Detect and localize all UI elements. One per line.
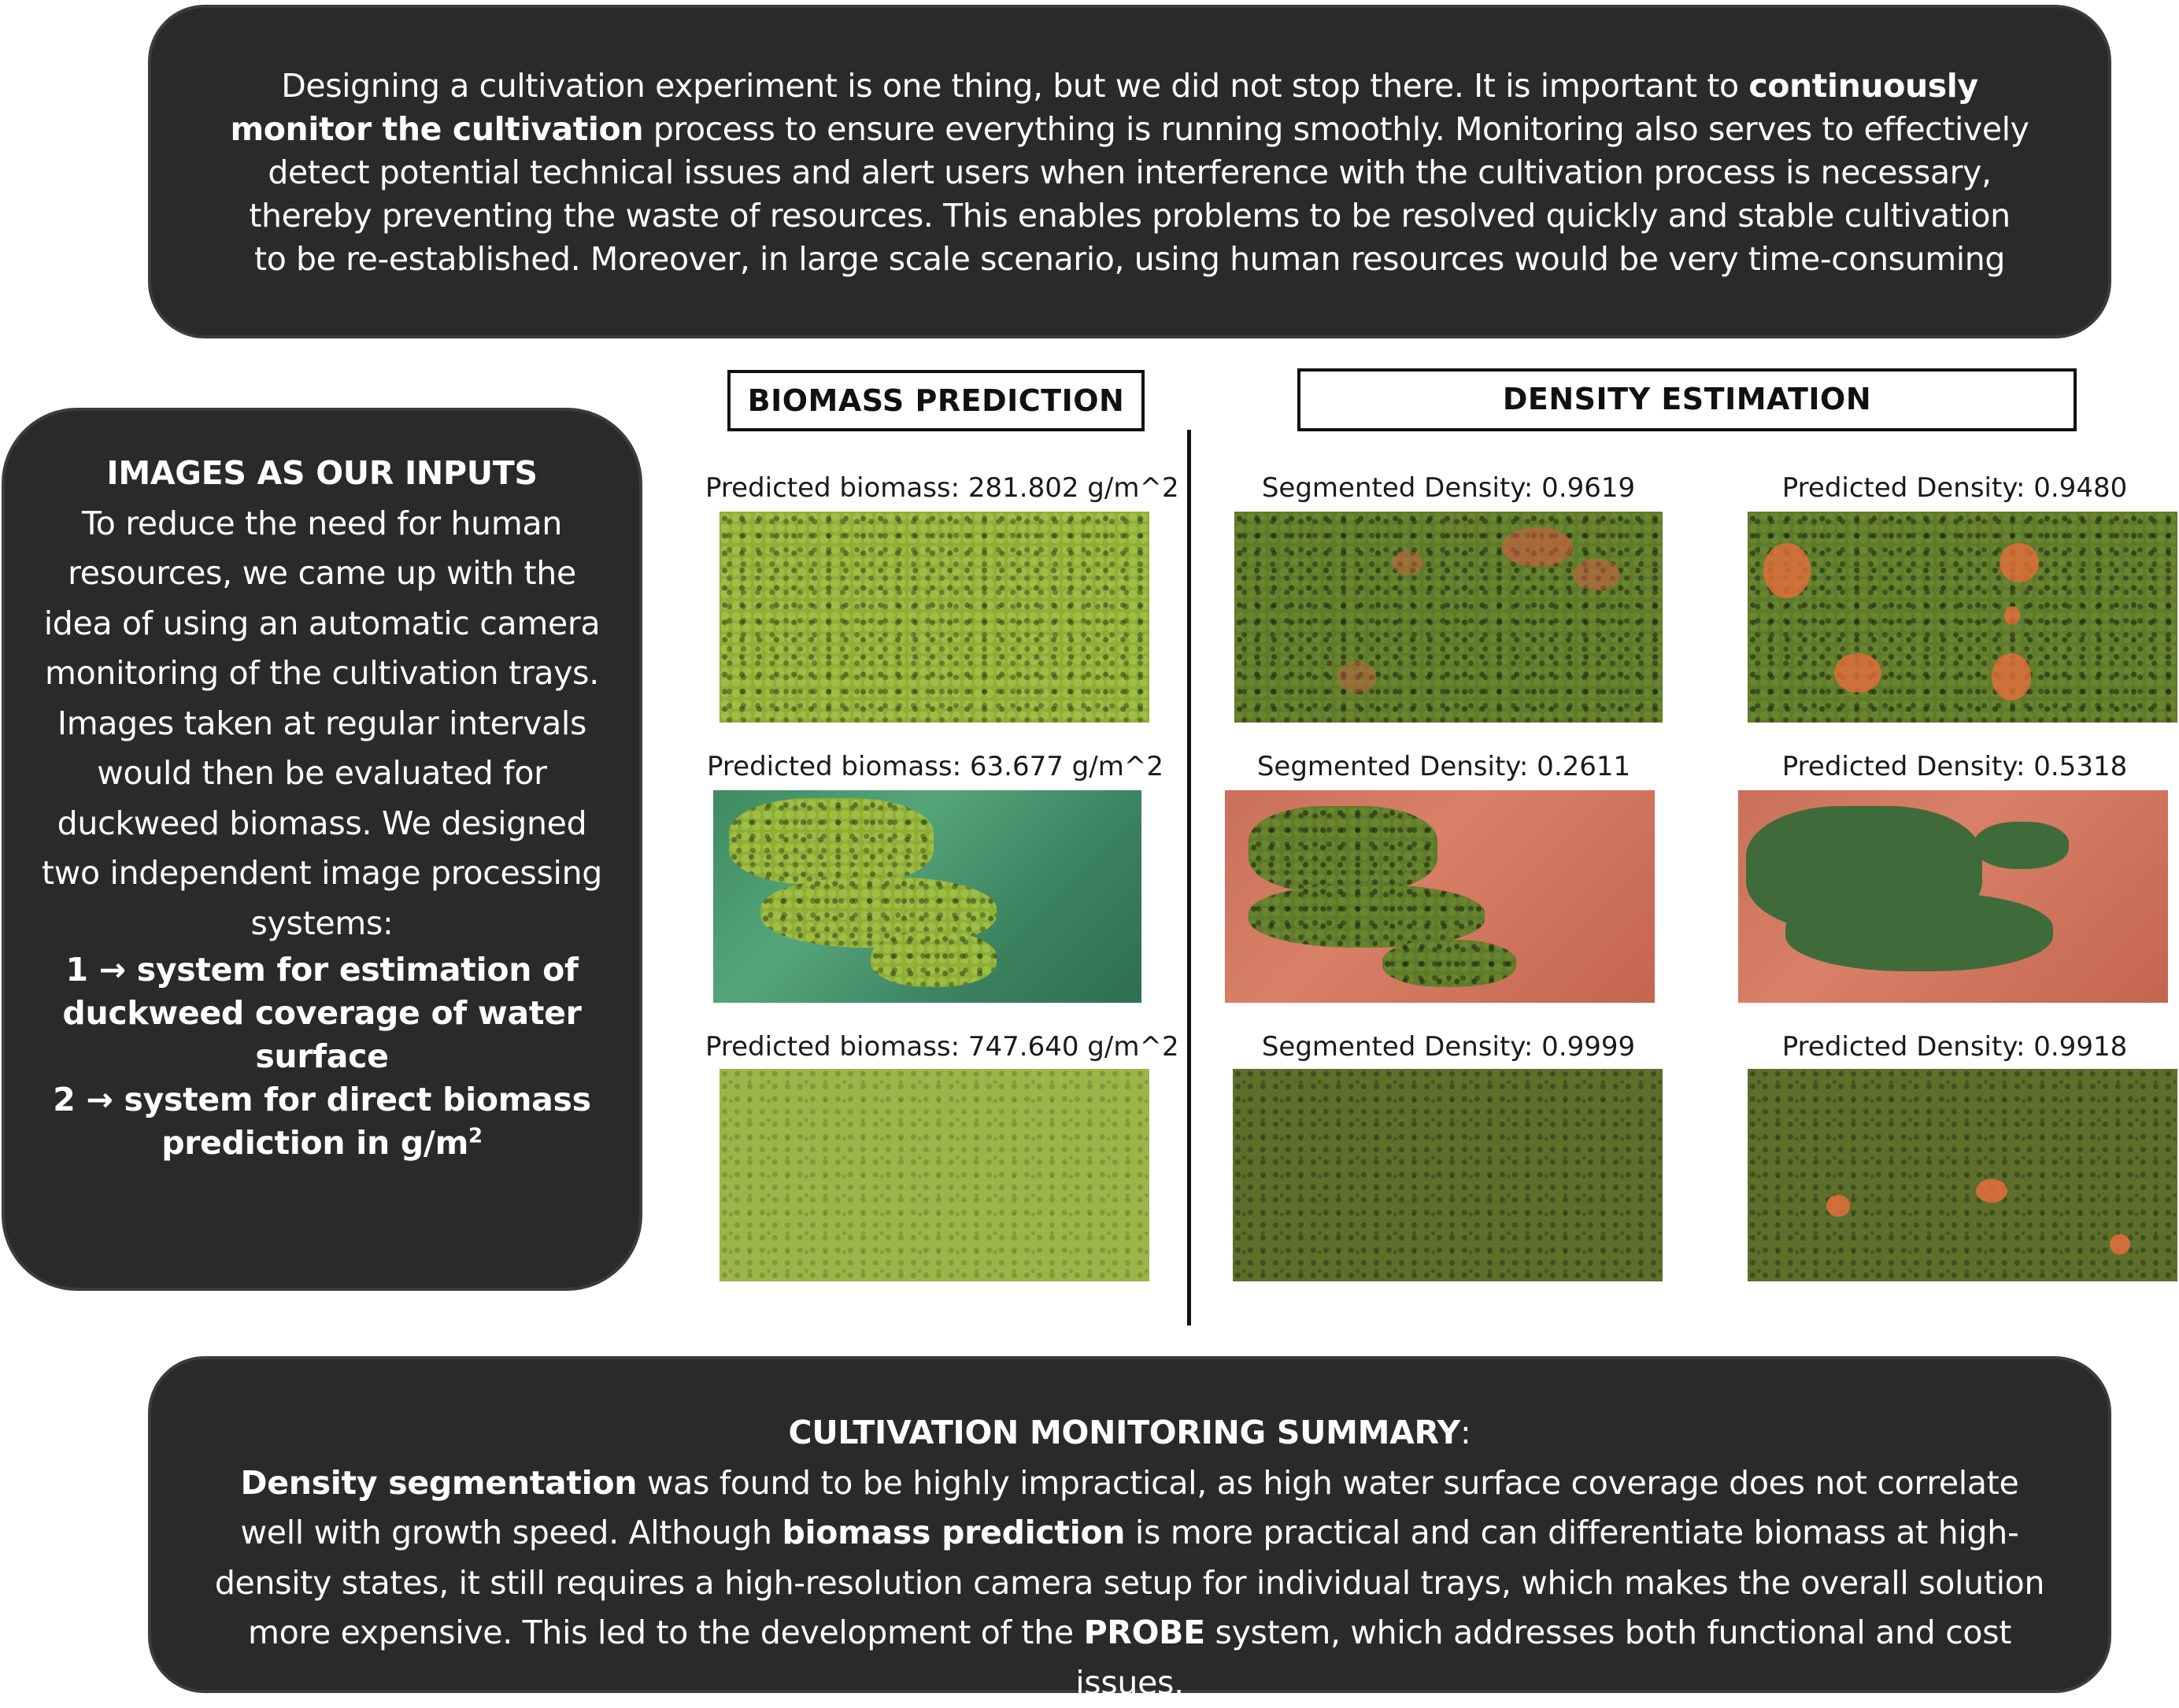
biomass-image-3	[720, 1069, 1149, 1281]
biomass-image-2	[713, 790, 1141, 1003]
density-overlay	[2004, 606, 2020, 625]
biomass-caption-2: Predicted biomass: 63.677 g/m^2	[705, 751, 1165, 782]
duckweed-patch	[871, 932, 997, 987]
predicted-caption-3: Predicted Density: 0.9918	[1770, 1031, 2140, 1063]
density-overlay	[1834, 653, 1881, 693]
duckweed-patch	[1785, 893, 2053, 971]
inputs-point-2: 2 → system for direct biomass prediction…	[36, 1078, 608, 1165]
biomass-prediction-label: BIOMASS PREDICTION	[727, 370, 1145, 431]
density-overlay	[2110, 1234, 2130, 1255]
summary-title: CULTIVATION MONITORING SUMMARY	[789, 1414, 1460, 1451]
predicted-caption-2: Predicted Density: 0.5318	[1751, 751, 2159, 782]
intro-panel: Designing a cultivation experiment is on…	[148, 5, 2111, 338]
inputs-point-1: 1 → system for estimation of duckweed co…	[36, 948, 608, 1078]
density-overlay	[1826, 1195, 1850, 1217]
inputs-point-2-sup: 2	[468, 1124, 483, 1148]
duckweed-patch	[1974, 822, 2069, 869]
predicted-image-3	[1748, 1069, 2177, 1281]
summary-title-line: CULTIVATION MONITORING SUMMARY:	[214, 1408, 2045, 1458]
summary-body: Density segmentation was found to be hig…	[214, 1458, 2045, 1708]
predicted-caption-1: Predicted Density: 0.9480	[1770, 472, 2140, 504]
biomass-image-1	[720, 512, 1149, 723]
segmented-image-1	[1234, 512, 1663, 723]
segment-overlay	[1392, 551, 1423, 575]
duckweed-patch	[729, 798, 934, 885]
summary-text-3: system, which addresses both functional …	[1075, 1614, 2011, 1702]
segment-overlay	[1337, 661, 1376, 693]
segmented-image-3	[1233, 1069, 1663, 1281]
summary-bold-probe: PROBE	[1084, 1614, 1205, 1651]
summary-bold-density: Density segmentation	[241, 1464, 638, 1502]
segmented-caption-2: Segmented Density: 0.2611	[1225, 751, 1663, 782]
intro-text-1: Designing a cultivation experiment is on…	[281, 67, 1748, 105]
segmented-image-2	[1225, 790, 1655, 1003]
summary-bold-biomass: biomass prediction	[782, 1514, 1125, 1551]
density-estimation-label: DENSITY ESTIMATION	[1297, 368, 2077, 431]
density-overlay	[2000, 543, 2039, 582]
segmented-caption-1: Segmented Density: 0.9619	[1234, 472, 1663, 504]
biomass-caption-3: Predicted biomass: 747.640 g/m^2	[705, 1031, 1165, 1063]
segmented-caption-3: Segmented Density: 0.9999	[1234, 1031, 1663, 1063]
predicted-image-2	[1738, 790, 2168, 1003]
duckweed-patch	[1382, 940, 1516, 987]
predicted-image-1	[1748, 512, 2177, 723]
density-overlay	[1763, 543, 1811, 598]
density-overlay	[1976, 1179, 2007, 1203]
inputs-point-2-text: 2 → system for direct biomass prediction…	[53, 1081, 591, 1162]
summary-title-colon: :	[1460, 1414, 1471, 1451]
summary-panel: CULTIVATION MONITORING SUMMARY: Density …	[148, 1356, 2111, 1693]
density-overlay	[1992, 653, 2031, 701]
duckweed-patch	[1249, 885, 1485, 948]
duckweed-patch	[1249, 806, 1437, 893]
inputs-title: IMAGES AS OUR INPUTS	[36, 449, 608, 499]
biomass-caption-1: Predicted biomass: 281.802 g/m^2	[705, 472, 1165, 504]
inputs-panel: IMAGES AS OUR INPUTS To reduce the need …	[2, 408, 642, 1291]
segment-overlay	[1502, 527, 1573, 567]
segment-overlay	[1573, 559, 1620, 590]
inputs-body: To reduce the need for human resources, …	[36, 499, 608, 949]
section-divider	[1187, 430, 1191, 1325]
